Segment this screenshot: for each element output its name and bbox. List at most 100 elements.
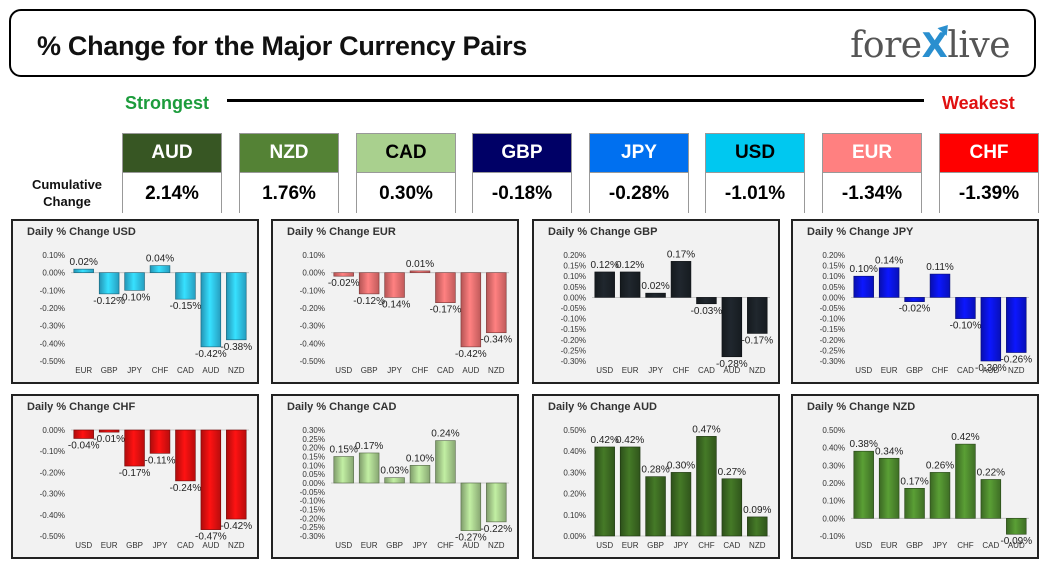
y-tick-label: -0.30% [40, 490, 65, 499]
data-label: -0.42% [220, 521, 252, 532]
x-category-label: JPY [387, 366, 402, 375]
x-category-label: EUR [101, 541, 118, 550]
y-tick-label: -0.40% [40, 511, 65, 520]
bar-eur [98, 429, 120, 433]
bar-gbp [358, 272, 380, 295]
x-category-label: JPY [413, 541, 428, 550]
x-category-label: USD [596, 541, 613, 550]
y-tick-label: 0.10% [822, 497, 845, 506]
bar-eur [878, 267, 900, 298]
y-tick-label: -0.10% [40, 286, 65, 295]
data-label: -0.27% [455, 533, 487, 544]
bar-nzd [1006, 297, 1027, 353]
bar-gbp [904, 488, 925, 519]
y-tick-label: 0.10% [563, 511, 586, 520]
bar-gbp [98, 272, 120, 295]
chart-title: Daily % Change CAD [287, 401, 397, 413]
currency-code: JPY [590, 134, 688, 172]
y-tick-label: -0.05% [300, 488, 325, 497]
x-category-label: AUD [982, 366, 999, 375]
y-tick-label: -0.30% [820, 357, 845, 366]
x-category-label: NZD [1008, 366, 1025, 375]
x-category-label: USD [335, 366, 352, 375]
bar-chart-eur: 0.10% 0.00% -0.10% -0.20% -0.30% -0.40% -0.50%… [300, 251, 513, 375]
data-label: -0.28% [716, 359, 748, 370]
y-tick-label: -0.30% [561, 357, 586, 366]
data-label: -0.04% [68, 440, 100, 451]
bar-chf [696, 436, 717, 537]
data-label: -0.42% [195, 349, 227, 360]
currency-card-cad: CAD 0.30% [356, 133, 456, 214]
x-category-label: NZD [749, 541, 766, 550]
x-category-label: CAD [437, 366, 454, 375]
bar-chart-jpy: 0.20%0.15%0.10%0.05%0.00%-0.05%-0.10%-0.… [820, 251, 1033, 375]
data-label: 0.12% [591, 260, 619, 271]
bar-chart-usd: 0.10% 0.00% -0.10% -0.20% -0.30% -0.40% -0.50%… [40, 251, 253, 375]
data-label: 0.04% [146, 254, 174, 265]
bar-eur [73, 268, 94, 273]
y-tick-label: 0.00% [822, 514, 845, 523]
chart-panel-cad: 0.30% 0.25% 0.20% 0.15% 0.10% 0.05% 0.00% -0.05… [271, 394, 519, 559]
x-category-label: JPY [648, 366, 663, 375]
cumulative-value: -1.34% [823, 172, 921, 214]
data-label: 0.12% [616, 260, 644, 271]
cumulative-value: -0.28% [590, 172, 688, 214]
x-category-label: CHF [437, 541, 454, 550]
y-tick-label: -0.05% [820, 304, 845, 313]
bar-jpy [929, 472, 951, 519]
y-tick-label: 0.10% [302, 461, 325, 470]
x-category-label: CHF [673, 366, 690, 375]
y-tick-label: 0.25% [302, 435, 325, 444]
data-label: -0.02% [899, 304, 931, 315]
currency-code: CAD [357, 134, 455, 172]
x-category-label: NZD [488, 541, 505, 550]
x-category-label: GBP [101, 366, 118, 375]
cumulative-value: -1.01% [706, 172, 804, 214]
currency-code: AUD [123, 134, 221, 172]
currency-code: EUR [823, 134, 921, 172]
x-category-label: GBP [126, 541, 143, 550]
chart-title: Daily % Change EUR [287, 226, 396, 238]
y-tick-label: 0.05% [563, 283, 586, 292]
x-category-label: CHF [957, 541, 974, 550]
currency-card-chf: CHF -1.39% [939, 133, 1039, 214]
x-category-label: CAD [957, 366, 974, 375]
x-category-label: AUD [723, 366, 740, 375]
data-label: -0.30% [975, 363, 1007, 374]
y-tick-label: -0.50% [40, 357, 65, 366]
x-category-label: USD [596, 366, 613, 375]
x-category-label: GBP [906, 366, 923, 375]
data-label: 0.02% [70, 257, 98, 268]
bar-jpy [645, 292, 666, 298]
y-tick-label: -0.15% [561, 325, 586, 334]
bar-gbp [904, 297, 925, 302]
y-tick-label: -0.20% [40, 304, 65, 313]
bar-gbp [384, 477, 405, 484]
currency-card-gbp: GBP -0.18% [472, 133, 572, 214]
x-category-label: CAD [723, 541, 740, 550]
y-tick-label: 0.20% [302, 444, 325, 453]
x-category-label: AUD [202, 366, 219, 375]
bar-aud [980, 297, 1002, 362]
x-category-label: CHF [152, 366, 169, 375]
y-tick-label: -0.20% [300, 514, 325, 523]
data-label: 0.10% [406, 453, 434, 464]
bar-chf [670, 261, 692, 298]
data-label: 0.28% [641, 465, 669, 476]
y-tick-label: -0.15% [300, 506, 325, 515]
data-label: 0.27% [718, 467, 746, 478]
y-tick-label: 0.15% [563, 262, 586, 271]
x-category-label: CAD [177, 366, 194, 375]
y-tick-label: -0.10% [820, 532, 845, 541]
strongest-label: Strongest [125, 93, 210, 113]
x-category-label: AUD [202, 541, 219, 550]
currency-code: CHF [940, 134, 1038, 172]
bar-chart-gbp: 0.20%0.15%0.10%0.05%0.00%-0.05%-0.10%-0.… [561, 249, 774, 375]
cumulative-value: 1.76% [240, 172, 338, 214]
bar-nzd [226, 272, 247, 341]
y-tick-label: 0.10% [42, 251, 65, 260]
y-tick-label: 0.15% [302, 453, 325, 462]
bar-chf [409, 270, 431, 273]
chart-panel-chf: 0.00% -0.10% -0.20% -0.30% -0.40% -0.50% -0.04… [11, 394, 259, 559]
chart-title: Daily % Change AUD [548, 401, 658, 413]
